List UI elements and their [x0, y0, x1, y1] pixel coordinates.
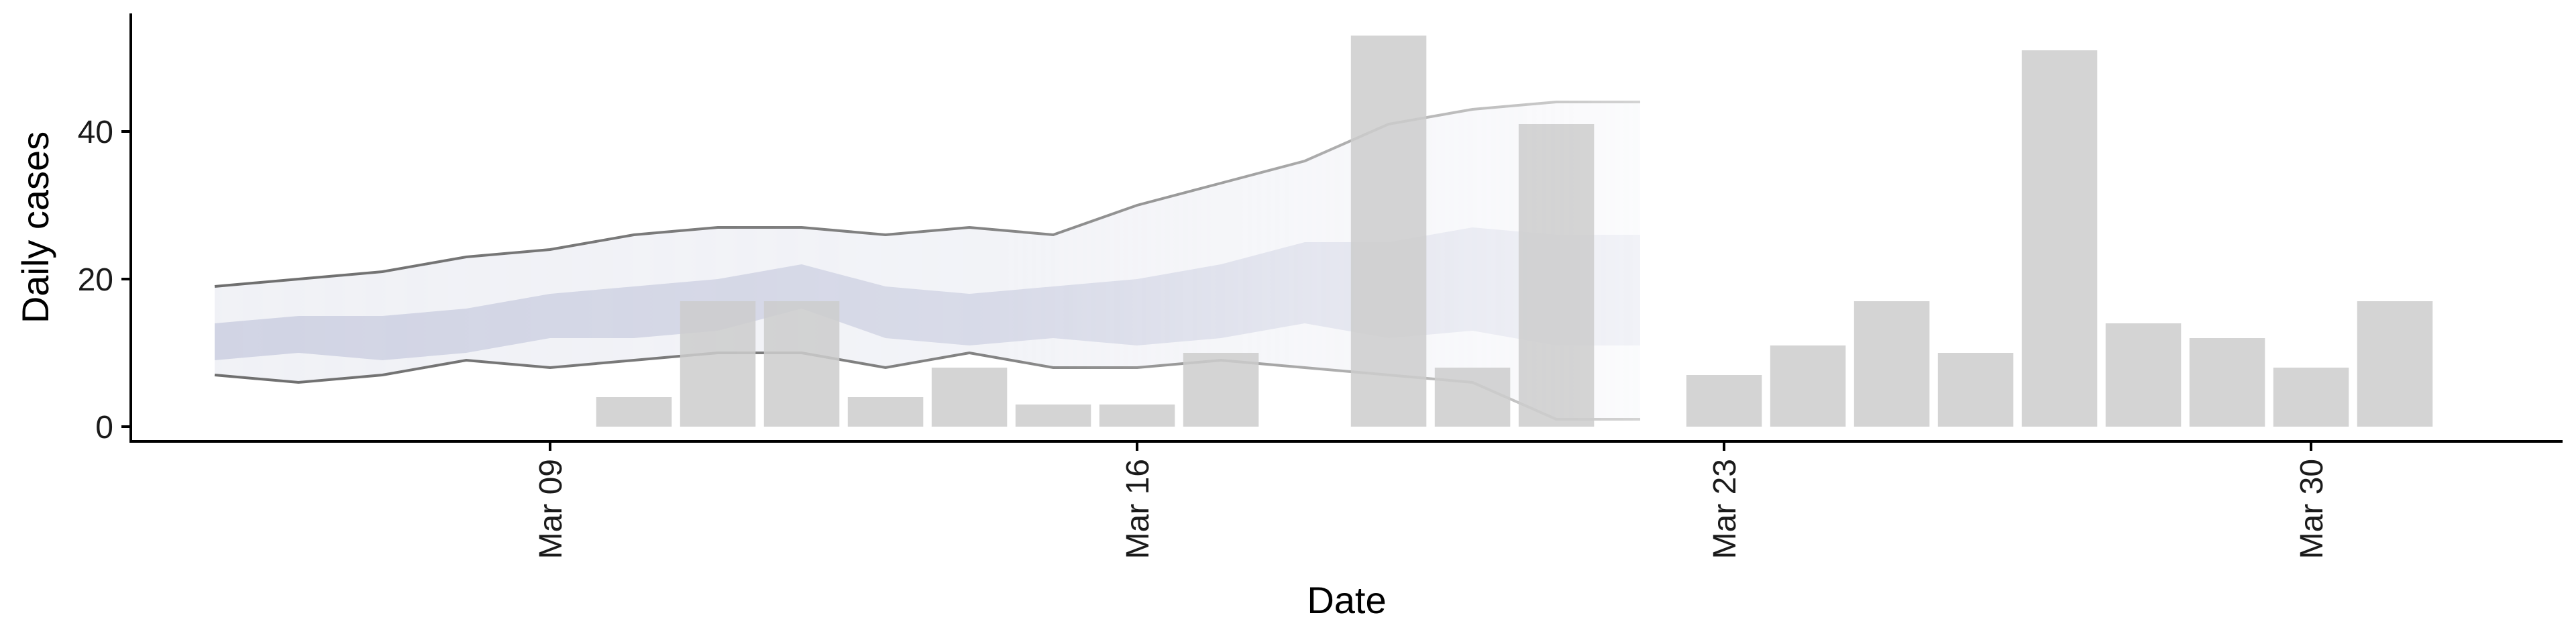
bar-2020-03-26: [1937, 353, 2014, 427]
bar-2020-03-17: [1183, 353, 1259, 427]
axes: [129, 13, 2563, 443]
bar-2020-03-28: [2105, 323, 2182, 427]
bar-2020-03-14: [931, 368, 1008, 427]
bar-2020-03-21: [1518, 124, 1595, 427]
bar-2020-03-11: [680, 301, 756, 427]
y-tick-label-40: 40: [78, 115, 113, 150]
bar-2020-03-23: [1686, 375, 1762, 427]
y-tick-label-20: 20: [78, 262, 113, 298]
bar-2020-03-10: [596, 397, 672, 427]
bar-2020-03-31: [2357, 301, 2433, 427]
outer-interval-ribbon-area: [215, 102, 1640, 419]
bar-2020-03-20: [1434, 368, 1511, 427]
y-tick-label-0: 0: [95, 410, 113, 445]
bar-2020-03-25: [1854, 301, 1930, 427]
bar-2020-03-12: [763, 301, 840, 427]
tick-marks: 0 20 40 Mar 09 Mar 16 Mar 23 Mar 30: [78, 115, 2330, 559]
bar-2020-03-24: [1770, 345, 1846, 427]
bar-2020-03-15: [1015, 405, 1091, 427]
x-tick-label-2020-03-23: Mar 23: [1707, 459, 1743, 559]
bar-2020-03-19: [1350, 36, 1427, 427]
x-tick-label-2020-03-16: Mar 16: [1120, 459, 1156, 559]
x-tick-label-2020-03-09: Mar 09: [533, 459, 569, 559]
bar-2020-03-29: [2189, 338, 2265, 427]
bar-2020-03-27: [2021, 50, 2098, 427]
x-tick-label-2020-03-30: Mar 30: [2294, 459, 2330, 559]
x-axis-title: Date: [1307, 579, 1386, 621]
bar-2020-03-13: [847, 397, 924, 427]
bar-2020-03-30: [2273, 368, 2349, 427]
inner-interval-ribbon-area: [215, 227, 1640, 360]
bar-series: [596, 36, 2433, 427]
bar-2020-03-16: [1099, 405, 1175, 427]
y-axis-title: Daily cases: [14, 131, 56, 323]
